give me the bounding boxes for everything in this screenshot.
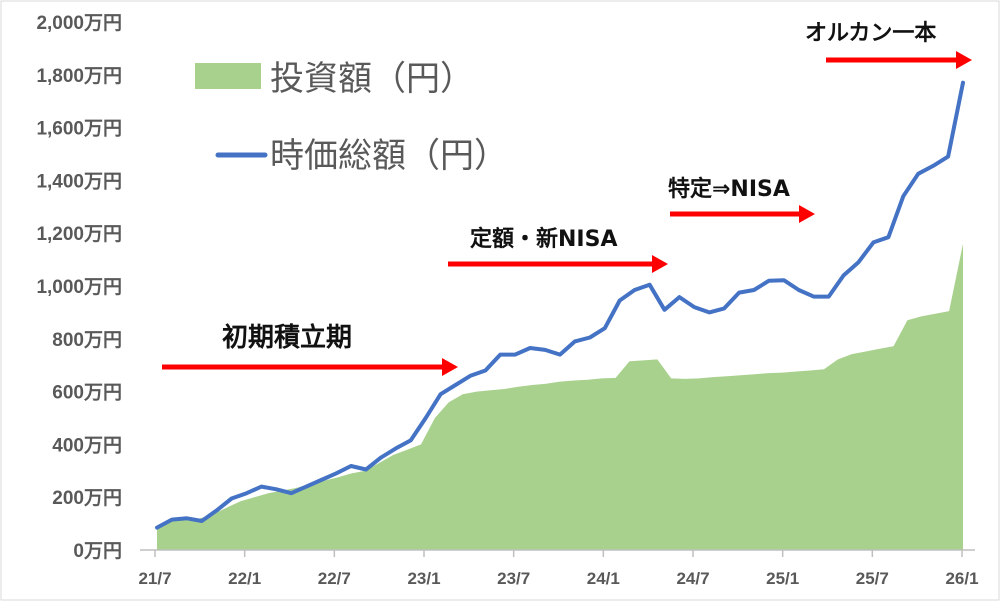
y-tick-label: 1,200万円	[36, 224, 122, 245]
y-tick-label: 0万円	[73, 541, 122, 562]
x-tick-label: 24/7	[676, 569, 709, 588]
x-tick-label: 22/7	[318, 569, 351, 588]
annotation-initial-period: 初期積立期	[222, 322, 352, 353]
y-tick-label: 200万円	[52, 488, 122, 509]
y-tick-label: 1,400万円	[36, 171, 122, 192]
annotation-fixed-new-nisa: 定額・新NISA	[470, 226, 617, 252]
arrow-tokutei-to-nisa	[670, 205, 815, 223]
y-tick-label: 400万円	[52, 435, 122, 456]
x-tick-label: 21/7	[138, 569, 171, 588]
line-layer	[155, 80, 965, 530]
x-tick-label: 23/1	[407, 569, 440, 588]
arrow-head	[652, 255, 668, 273]
arrow-orukan-only	[826, 51, 972, 69]
legend-swatch-investment	[195, 63, 261, 89]
arrow-head	[956, 51, 972, 69]
x-tick-label: 26/1	[945, 569, 978, 588]
y-tick-label: 1,800万円	[36, 66, 122, 87]
series-line-market-value	[155, 80, 965, 530]
legend-label-market-value: 時価総額（円）	[270, 136, 508, 176]
x-tick-label: 25/7	[856, 569, 889, 588]
series-area-investment	[157, 243, 963, 551]
y-tick-label: 2,000万円	[36, 13, 122, 34]
y-tick-label: 600万円	[52, 383, 122, 404]
arrow-initial-period	[162, 358, 458, 376]
y-tick-label: 1,000万円	[36, 277, 122, 298]
x-tick-label: 24/1	[587, 569, 620, 588]
legend: 投資額（円） 時価総額（円）	[195, 59, 508, 176]
y-tick-label: 1,600万円	[36, 119, 122, 140]
arrow-fixed-new-nisa	[448, 255, 668, 273]
annotation-tokutei-to-nisa: 特定⇒NISA	[668, 176, 790, 202]
arrow-head	[442, 358, 458, 376]
x-tick-label: 25/1	[766, 569, 799, 588]
area-layer	[157, 243, 963, 551]
axis-layer: 0万円 200万円 400万円 600万円 800万円 1,000万円 1,200万円 1,4…	[36, 13, 978, 588]
legend-label-investment: 投資額（円）	[270, 59, 474, 99]
y-tick-label: 800万円	[52, 330, 122, 351]
x-tick-label: 22/1	[228, 569, 261, 588]
annotation-orukan-only: オルカン一本	[805, 21, 936, 46]
annotations: 初期積立期 定額・新NISA 特定⇒NISA オルカン一本	[162, 21, 972, 376]
x-tick-label: 23/7	[497, 569, 530, 588]
arrow-head	[799, 205, 815, 223]
